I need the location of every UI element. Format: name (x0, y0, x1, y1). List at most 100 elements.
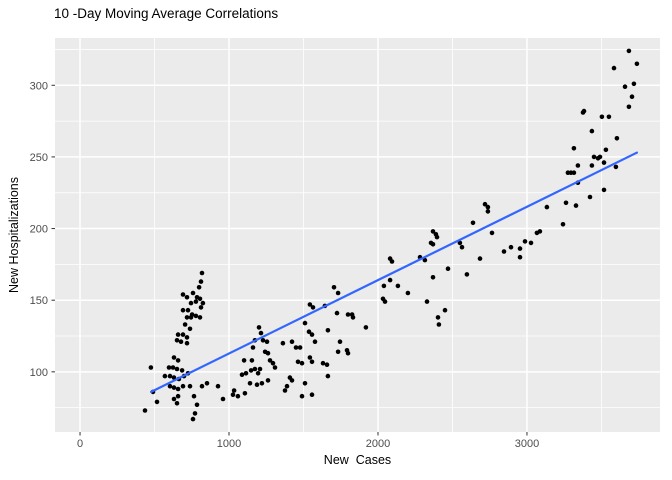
data-point (325, 328, 331, 333)
data-point (601, 187, 607, 193)
data-point (528, 240, 534, 246)
data-point (436, 322, 442, 327)
data-point (631, 81, 637, 87)
data-point (198, 279, 204, 284)
data-point (175, 393, 181, 399)
data-point (613, 164, 619, 170)
data-point (184, 295, 190, 300)
data-point (482, 201, 488, 207)
data-point (581, 108, 587, 114)
data-point (589, 128, 595, 134)
data-point (434, 234, 440, 240)
data-point (162, 373, 168, 379)
data-point (485, 204, 491, 210)
data-point (180, 332, 186, 337)
data-point (175, 386, 181, 392)
x-axis-label: New Cases (323, 453, 392, 467)
data-point (435, 315, 441, 320)
x-tick-label: 1000 (217, 438, 241, 450)
data-point (194, 402, 200, 408)
data-point (309, 359, 315, 365)
data-point (335, 290, 341, 296)
data-point (606, 114, 612, 120)
y-tick-label: 200 (30, 224, 48, 236)
data-point (258, 330, 264, 336)
data-point (188, 300, 194, 306)
data-point (191, 393, 197, 399)
data-point (204, 381, 210, 386)
data-point (430, 275, 436, 280)
data-point (188, 315, 194, 320)
data-point (171, 355, 177, 360)
y-tick-label: 150 (30, 295, 48, 307)
data-point (457, 240, 463, 246)
data-point (190, 290, 196, 296)
data-point (179, 368, 185, 373)
data-point (180, 307, 186, 313)
data-point (310, 305, 316, 310)
data-point (187, 326, 193, 332)
data-point (537, 229, 543, 234)
data-point (381, 283, 387, 289)
data-point (197, 315, 203, 320)
data-point (192, 411, 198, 416)
data-point (243, 371, 249, 376)
data-point (634, 61, 640, 67)
data-point (622, 84, 628, 89)
data-point (591, 154, 597, 160)
data-point (324, 362, 330, 368)
data-point (197, 296, 203, 302)
data-point (270, 360, 276, 366)
data-point (178, 339, 184, 345)
data-point (299, 393, 305, 399)
data-point (517, 254, 523, 260)
data-point (280, 340, 286, 346)
data-point (571, 170, 577, 175)
chart-title: 10 -Day Moving Average Correlations (54, 6, 279, 21)
data-point (337, 339, 343, 345)
data-point (603, 147, 609, 153)
data-point (307, 302, 313, 307)
data-point (302, 381, 308, 386)
y-axis-label: New Hospitalizations (7, 176, 21, 294)
data-point (239, 372, 245, 378)
data-point (166, 365, 172, 370)
data-point (489, 230, 495, 236)
data-point (175, 358, 181, 363)
data-point (299, 360, 305, 366)
data-point (405, 290, 411, 296)
data-point (242, 391, 248, 396)
y-tick-label: 300 (30, 80, 48, 92)
data-point (571, 146, 577, 151)
data-point (517, 246, 523, 251)
data-point (187, 383, 193, 389)
data-point (259, 381, 265, 386)
data-point (254, 382, 260, 388)
data-point (170, 365, 176, 370)
data-point (320, 360, 326, 366)
data-point (267, 358, 273, 363)
data-point (389, 259, 395, 264)
data-point (430, 229, 436, 234)
data-point (382, 299, 388, 304)
y-tick-label: 250 (30, 152, 48, 164)
data-point (599, 114, 605, 120)
data-point (180, 292, 186, 297)
data-point (575, 163, 581, 168)
data-point (289, 378, 295, 383)
data-point (477, 256, 483, 261)
data-point (167, 373, 173, 379)
data-point (265, 350, 271, 356)
data-point (184, 335, 190, 340)
data-point (260, 338, 266, 343)
data-point (306, 329, 312, 335)
data-point (430, 242, 436, 247)
data-point (199, 270, 205, 276)
data-point (193, 299, 199, 304)
data-point (573, 203, 579, 208)
data-point (470, 220, 476, 226)
data-point (312, 339, 318, 345)
data-point (272, 365, 278, 370)
data-point (626, 48, 632, 54)
